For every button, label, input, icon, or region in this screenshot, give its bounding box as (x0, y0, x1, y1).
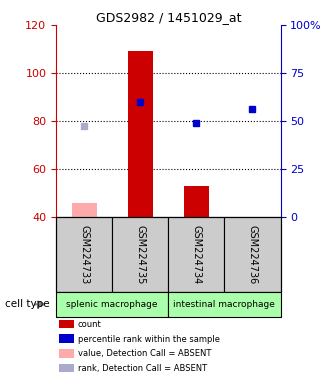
Text: GSM224734: GSM224734 (191, 225, 201, 284)
Bar (168, 292, 280, 317)
Title: GDS2982 / 1451029_at: GDS2982 / 1451029_at (96, 11, 241, 24)
Bar (112, 217, 168, 292)
Text: splenic macrophage: splenic macrophage (66, 300, 158, 309)
Text: count: count (78, 320, 101, 329)
Bar (56, 217, 112, 292)
Text: rank, Detection Call = ABSENT: rank, Detection Call = ABSENT (78, 364, 207, 373)
Text: GSM224733: GSM224733 (79, 225, 89, 284)
Text: intestinal macrophage: intestinal macrophage (174, 300, 275, 309)
Text: percentile rank within the sample: percentile rank within the sample (78, 334, 219, 344)
Text: cell type: cell type (5, 299, 50, 310)
Bar (184, 186, 209, 217)
Bar (128, 51, 153, 217)
Bar (224, 217, 280, 292)
Bar (72, 203, 97, 217)
Text: GSM224735: GSM224735 (135, 225, 145, 284)
Text: GSM224736: GSM224736 (248, 225, 257, 284)
Bar (56, 292, 168, 317)
Bar (168, 217, 224, 292)
Text: value, Detection Call = ABSENT: value, Detection Call = ABSENT (78, 349, 211, 358)
